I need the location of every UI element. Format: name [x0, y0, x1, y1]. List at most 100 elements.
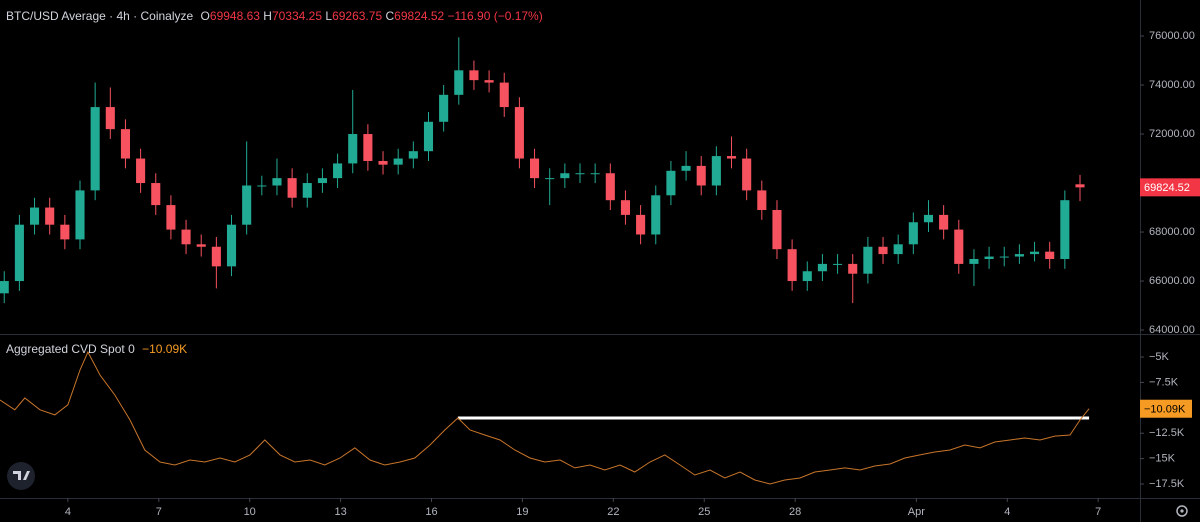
candle-body — [908, 222, 918, 245]
candle-body — [711, 156, 721, 186]
candle-body — [484, 80, 494, 83]
candle-body — [242, 185, 252, 225]
gear[interactable] — [1176, 505, 1188, 517]
ohlc-value: 69948.63 — [210, 9, 260, 23]
change: −116.90 (−0.17%) — [448, 9, 543, 23]
ohlc-label: O — [201, 9, 210, 23]
candle-body — [454, 70, 464, 95]
ohlc-label: C — [385, 9, 394, 23]
candle-body — [348, 134, 358, 164]
y-tick-label: 76000.00 — [1149, 30, 1195, 42]
indicator-value: −10.09K — [142, 342, 187, 356]
candle-body — [923, 214, 934, 223]
value-tag-label: −10.09K — [1144, 404, 1186, 416]
candle-body — [317, 178, 327, 184]
candle-body — [969, 259, 979, 264]
ohlc-value: 69263.75 — [332, 9, 382, 23]
candle-body — [181, 229, 191, 245]
y-tick-label: −17.5K — [1149, 478, 1185, 490]
y-tick-label: 64000.00 — [1149, 324, 1195, 336]
candle-body — [514, 107, 524, 159]
candle-body — [45, 207, 55, 225]
candle-body — [878, 246, 888, 255]
candle-body — [1075, 184, 1085, 188]
y-tick-label: −7.5K — [1149, 376, 1179, 388]
x-tick-label: 28 — [789, 506, 801, 518]
tv-logo[interactable] — [7, 462, 35, 490]
price-tag-label: 69824.52 — [1144, 182, 1190, 194]
candle-body — [681, 165, 691, 171]
candle-body — [802, 271, 812, 282]
settings-icon[interactable] — [1176, 505, 1188, 517]
candle-body — [893, 244, 903, 255]
candle-body — [984, 256, 994, 259]
candle-body — [1014, 254, 1024, 257]
candle-body — [439, 94, 449, 122]
candle-body — [499, 82, 509, 108]
candle-body — [333, 163, 343, 179]
candle-body — [469, 70, 479, 81]
candle-body — [105, 107, 115, 130]
candle-body — [590, 173, 600, 175]
candle-body — [954, 229, 964, 264]
candle-body — [833, 263, 843, 265]
candle-body — [666, 170, 676, 196]
logo-mark[interactable] — [13, 471, 30, 480]
candle-body — [726, 156, 737, 159]
candle-body — [0, 281, 9, 294]
value-tag — [1140, 399, 1192, 418]
y-tick-label: 72000.00 — [1149, 128, 1195, 140]
candle-body — [863, 246, 873, 274]
candle-body — [423, 121, 434, 152]
y-tick-label: −5K — [1149, 351, 1170, 363]
candle-body — [151, 183, 161, 206]
y-tick-label: 74000.00 — [1149, 79, 1195, 91]
candle-body — [287, 178, 297, 198]
x-tick-label: 7 — [1095, 506, 1101, 518]
indicator-header: Aggregated CVD Spot 0 −10.09K — [6, 342, 187, 356]
candle-body — [226, 224, 237, 267]
y-tick-label: −12.5K — [1149, 427, 1185, 439]
candle-body — [166, 205, 176, 230]
candle-body — [408, 151, 418, 159]
x-tick-label: 19 — [516, 506, 528, 518]
candle-body — [211, 246, 221, 267]
candle-body — [136, 158, 146, 184]
candle-body — [90, 107, 100, 191]
candle-body — [817, 263, 827, 272]
candle-body — [120, 129, 130, 159]
ohlc-value: 70334.25 — [272, 9, 322, 23]
candle-body — [939, 214, 949, 230]
candle-body — [75, 190, 85, 240]
price-tag — [1140, 178, 1200, 197]
x-tick-label: 16 — [425, 506, 437, 518]
candle-body — [575, 173, 585, 175]
candle-body — [1045, 251, 1055, 259]
ohlc-value: 69824.52 — [394, 9, 444, 23]
candle-body — [636, 214, 646, 235]
candle-body — [302, 183, 312, 198]
candle-body — [363, 134, 373, 161]
chart-title: BTC/USD Average · 4h · Coinalyze — [6, 9, 194, 23]
x-tick-label: 22 — [607, 506, 619, 518]
cvd-line — [0, 350, 1090, 485]
candle-body — [620, 200, 630, 215]
gear-center[interactable] — [1180, 509, 1184, 513]
candle-body — [651, 195, 661, 235]
candle-body — [605, 173, 615, 201]
candle-body — [1060, 200, 1070, 259]
candle-body — [30, 207, 40, 225]
x-tick-label: Apr — [908, 506, 925, 518]
candle-body — [530, 158, 540, 179]
x-tick-label: 13 — [334, 506, 346, 518]
candle-body — [848, 263, 858, 274]
candle-body — [196, 244, 206, 247]
candle-body — [696, 165, 706, 186]
candle-body — [1030, 251, 1040, 255]
indicator-title: Aggregated CVD Spot 0 — [6, 342, 135, 356]
candle-body — [378, 160, 388, 165]
x-tick-label: 4 — [1004, 506, 1010, 518]
ohlc-label: L — [325, 9, 332, 23]
candle-body — [14, 224, 24, 282]
